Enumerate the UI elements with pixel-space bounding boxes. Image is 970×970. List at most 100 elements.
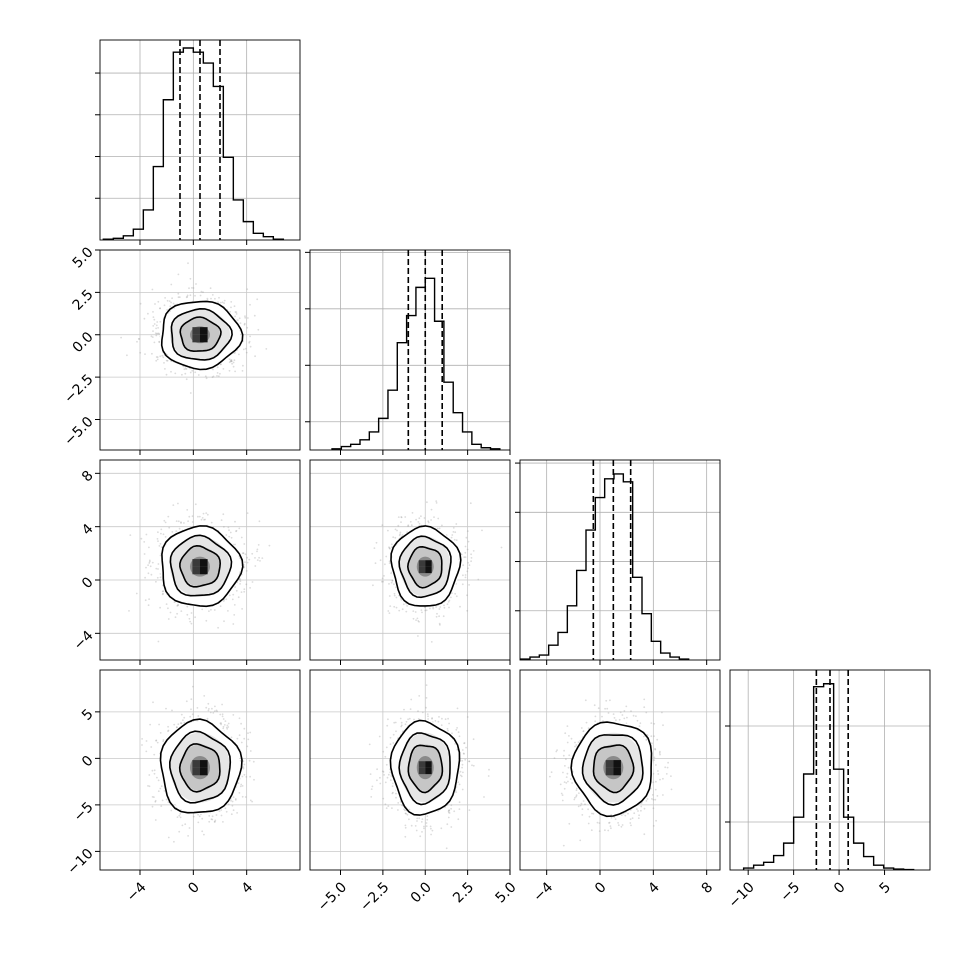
scatter-point (438, 622, 441, 625)
scatter-point (243, 543, 246, 545)
scatter-point (259, 560, 261, 562)
scatter-point (150, 573, 153, 576)
scatter-point (454, 531, 457, 534)
scatter-point (459, 605, 461, 608)
scatter-point (396, 529, 398, 532)
scatter-point (120, 336, 122, 339)
scatter-point (446, 727, 449, 730)
scatter-point (249, 750, 252, 752)
scatter-point (218, 810, 221, 812)
scatter-point (145, 740, 148, 742)
core-cell (425, 566, 432, 574)
scatter-point (238, 578, 241, 580)
scatter-point (186, 294, 189, 297)
scatter-point (244, 347, 247, 350)
panel-frame (99, 249, 301, 451)
scatter-point (135, 592, 138, 595)
scatter-point (400, 516, 403, 519)
scatter-point (405, 812, 407, 815)
xtick-label: 4 (239, 879, 257, 897)
scatter-point (244, 316, 247, 319)
scatter-point (467, 540, 470, 543)
scatter-point (418, 517, 421, 520)
scatter-point (170, 809, 173, 812)
core-cell (192, 327, 200, 335)
contour-line-1 (398, 535, 452, 599)
core-cell (418, 560, 426, 567)
panel-frame (309, 249, 511, 451)
scatter-point (159, 355, 162, 358)
scatter-point (435, 502, 438, 504)
panel-content (100, 670, 300, 870)
scatter-point (211, 818, 214, 821)
scatter-point (251, 800, 254, 803)
scatter-point (197, 715, 200, 717)
scatter-point (388, 595, 391, 597)
scatter-point (153, 323, 156, 325)
scatter-point (220, 722, 223, 725)
scatter-point (248, 340, 251, 343)
ytick-label: 0.0 (70, 329, 97, 356)
ytick-label: −2.5 (61, 371, 96, 406)
scatter-point (206, 717, 209, 720)
scatter-point (452, 531, 455, 533)
scatter-point (190, 622, 193, 625)
scatter-point (155, 567, 158, 570)
scatter-point (161, 799, 164, 802)
scatter-point (417, 635, 419, 637)
ytick-label: −10 (64, 846, 96, 878)
scatter-point (437, 517, 440, 520)
scatter-point (197, 374, 200, 376)
scatter-point (453, 810, 456, 813)
scatter-point (257, 328, 260, 331)
scatter-point (240, 722, 243, 725)
scatter-point (168, 526, 171, 529)
scatter-point (150, 335, 153, 338)
scatter-point (180, 610, 183, 612)
scatter-point (185, 700, 188, 703)
scatter-point (165, 359, 168, 362)
scatter-point (220, 809, 223, 811)
scatter-point (239, 322, 242, 324)
scatter-point (156, 356, 159, 358)
scatter-point (387, 805, 390, 807)
scatter-point (157, 327, 160, 329)
scatter-point (138, 338, 141, 340)
scatter-point (186, 295, 189, 298)
scatter-point (388, 562, 391, 564)
scatter-point (394, 536, 397, 539)
scatter-point (398, 609, 401, 612)
scatter-point (188, 827, 191, 829)
scatter-point (216, 372, 219, 374)
contour-line-2 (178, 743, 221, 793)
scatter-point (249, 731, 252, 734)
scatter-point (234, 370, 237, 373)
scatter-point (448, 606, 450, 609)
scatter-point (247, 738, 250, 741)
scatter-point (222, 821, 224, 823)
scatter-point (244, 561, 246, 563)
scatter-point (229, 360, 232, 363)
scatter-point (162, 739, 165, 741)
scatter-point (244, 315, 246, 318)
scatter-point (147, 564, 150, 566)
panel-frame (519, 459, 721, 661)
scatter-point (400, 516, 403, 518)
scatter-point (214, 705, 216, 708)
scatter-point (398, 534, 401, 537)
scatter-point (249, 799, 252, 802)
scatter-point (253, 314, 256, 317)
scatter-point (466, 609, 469, 612)
scatter-point (234, 315, 237, 318)
core-cell (200, 327, 208, 335)
scatter-point (410, 698, 413, 701)
scatter-point (156, 332, 158, 335)
scatter-point (372, 584, 374, 587)
scatter-point (423, 517, 426, 519)
scatter-point (460, 775, 463, 778)
scatter-point (385, 555, 388, 558)
scatter-point (144, 353, 146, 355)
scatter-point (178, 296, 181, 298)
